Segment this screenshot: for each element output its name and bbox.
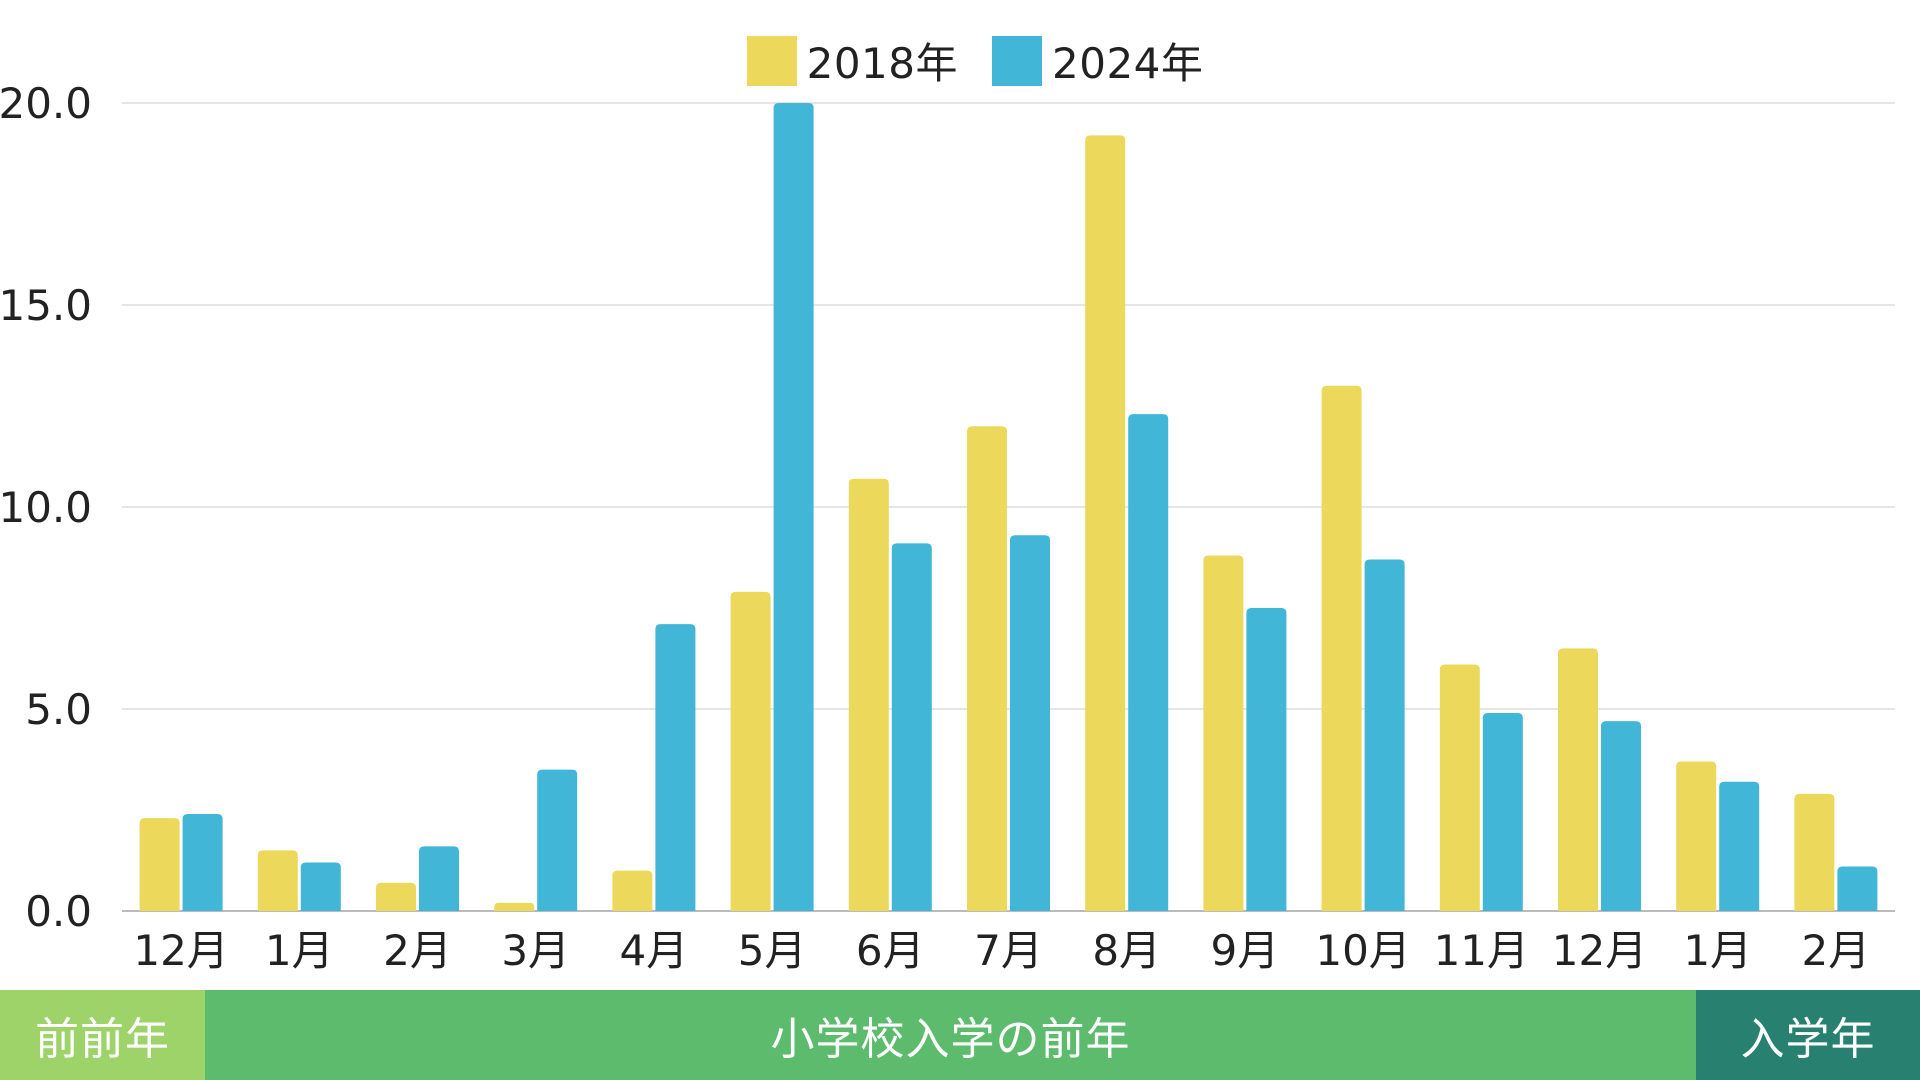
bar-2024 <box>1246 608 1287 911</box>
bar-2024 <box>1601 721 1641 911</box>
bar-2024 <box>182 814 223 911</box>
bar-2018 <box>848 478 889 911</box>
x-tick-label: 10月 <box>1315 926 1410 975</box>
bar-2024 <box>1837 866 1878 911</box>
bar-2018 <box>1439 664 1480 911</box>
legend-label-2024: 2024年 <box>1052 39 1204 88</box>
x-tick-label: 7月 <box>974 926 1043 975</box>
bar-chart: 0.0 5.0 10.0 15.0 20.0 12月 1月 2月 3月 4月 5月 6月 7月 8月 9月 1… <box>0 79 1895 975</box>
bar-2024 <box>1010 535 1050 911</box>
bar-2018 <box>1676 761 1717 911</box>
bar-2024 <box>773 103 814 911</box>
x-tick-label: 2月 <box>383 926 452 975</box>
x-tick-label: 12月 <box>1552 926 1647 975</box>
legend-item-2024: 2024年 <box>992 30 1203 91</box>
bar-2018 <box>1203 555 1244 911</box>
y-tick-label: 0.0 <box>25 887 92 936</box>
bar-2024 <box>1719 781 1760 911</box>
x-tick-label: 2月 <box>1802 926 1871 975</box>
x-tick-label: 6月 <box>856 926 925 975</box>
legend-swatch-2024 <box>992 35 1042 86</box>
bar-2018 <box>1794 793 1835 911</box>
bar-2018 <box>967 426 1007 911</box>
x-tick-label: 12月 <box>133 926 228 975</box>
period-band-school-entry-year: 入学年 <box>1696 990 1920 1080</box>
bar-2024 <box>300 862 341 911</box>
y-tick-label: 10.0 <box>0 483 92 532</box>
x-tick-label: 9月 <box>1211 926 1280 975</box>
x-tick-label: 5月 <box>738 926 807 975</box>
bar-2018 <box>612 870 653 911</box>
y-tick-label: 20.0 <box>0 79 92 128</box>
x-tick-label: 11月 <box>1434 926 1529 975</box>
bar-2018 <box>139 818 180 911</box>
x-tick-label: 1月 <box>265 926 334 975</box>
bar-2018 <box>730 591 771 911</box>
period-band-pre-pre-year: 前前年 <box>0 990 205 1080</box>
bar-2018 <box>1558 648 1598 911</box>
bar-2018 <box>1321 385 1362 911</box>
legend-swatch-2018 <box>746 35 797 86</box>
bar-2024 <box>1128 414 1169 911</box>
chart-legend: 2018年 2024年 <box>0 30 1920 91</box>
legend-label-2018: 2018年 <box>806 39 958 88</box>
bar-2018 <box>1085 135 1126 911</box>
bar-2018 <box>376 882 416 911</box>
period-band-year-before-school: 小学校入学の前年 <box>205 990 1696 1080</box>
bar-2024 <box>1364 559 1405 911</box>
x-tick-label: 3月 <box>501 926 570 975</box>
bar-2018 <box>257 850 298 911</box>
bar-2024 <box>655 624 696 911</box>
y-tick-label: 5.0 <box>25 685 92 734</box>
bar-2024 <box>891 543 932 911</box>
bar-2024 <box>419 846 459 911</box>
bar-2018 <box>494 902 535 911</box>
bar-2024 <box>537 769 578 911</box>
y-tick-label: 15.0 <box>0 281 92 330</box>
bar-2024 <box>1482 713 1523 911</box>
legend-item-2018: 2018年 <box>746 30 958 91</box>
x-tick-label: 8月 <box>1092 926 1161 975</box>
x-tick-label: 4月 <box>620 926 689 975</box>
x-tick-label: 1月 <box>1683 926 1752 975</box>
